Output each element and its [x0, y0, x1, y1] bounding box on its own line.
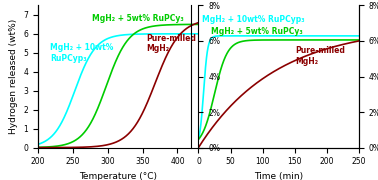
Text: Pure-milled
MgH₂: Pure-milled MgH₂: [146, 34, 196, 53]
Y-axis label: Hydrogen released (wt%): Hydrogen released (wt%): [9, 19, 18, 134]
Text: MgH₂ + 5wt% RuPCy₃: MgH₂ + 5wt% RuPCy₃: [211, 27, 303, 36]
Text: MgH₂ + 10wt% RuPCyp₃: MgH₂ + 10wt% RuPCyp₃: [202, 15, 304, 24]
Text: Pure-milled
MgH₂: Pure-milled MgH₂: [295, 46, 345, 66]
Text: MgH₂ + 10wt%
RuPCyp₃: MgH₂ + 10wt% RuPCyp₃: [50, 43, 114, 62]
X-axis label: Time (min): Time (min): [254, 172, 303, 180]
Text: MgH₂ + 5wt% RuPCy₃: MgH₂ + 5wt% RuPCy₃: [92, 14, 184, 23]
X-axis label: Temperature (°C): Temperature (°C): [79, 172, 157, 180]
